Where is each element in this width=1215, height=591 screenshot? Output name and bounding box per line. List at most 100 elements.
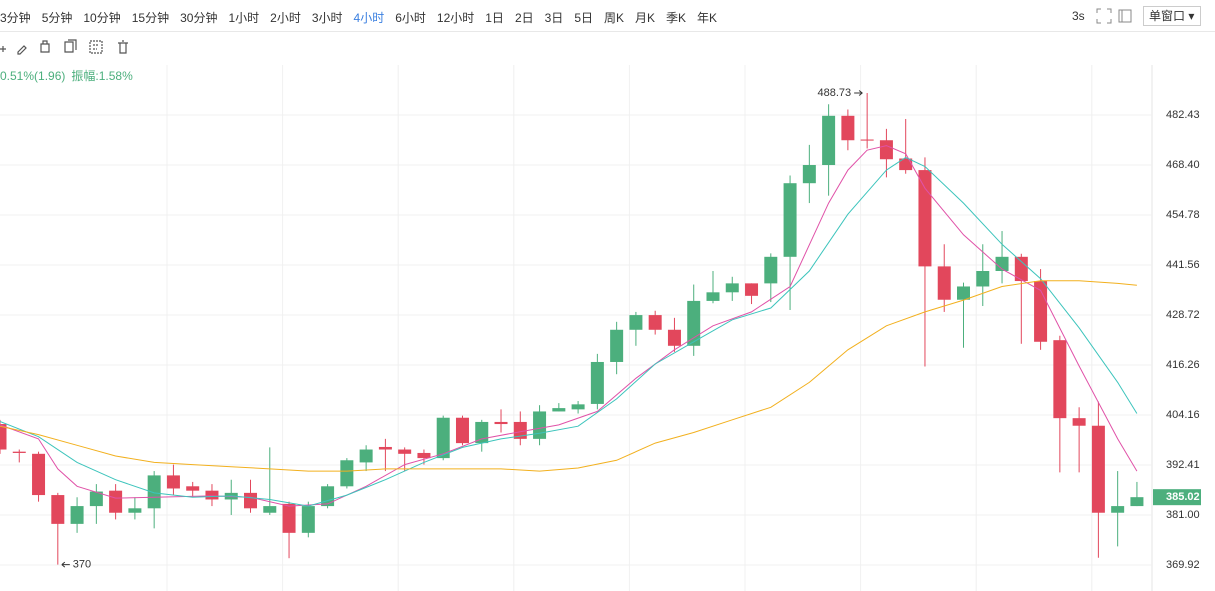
amplitude: 振幅:1.58% (71, 69, 133, 83)
candle-body (822, 115, 836, 166)
candle-body (706, 292, 720, 301)
candle-body (725, 283, 739, 293)
layout-icon[interactable] (1118, 9, 1132, 23)
candle-body (918, 170, 932, 267)
drawing-tools (0, 39, 128, 55)
period-tab[interactable]: 3小时 (311, 11, 343, 25)
y-tick-label: 404.16 (1166, 409, 1200, 421)
period-tab[interactable]: 5日 (574, 11, 593, 25)
toolbar: 3分钟 5分钟 10分钟 15分钟 30分钟 1小时 2小时 3小时 4小时 6小时 12小时 1日 2… (0, 0, 1215, 32)
y-tick-label: 392.41 (1166, 459, 1200, 471)
candle-body (667, 329, 681, 346)
candle-body (321, 486, 335, 507)
candle-body (1111, 506, 1125, 513)
candle-body (687, 300, 701, 346)
candle-body (340, 460, 354, 487)
candle-body (571, 404, 585, 410)
candle-body (378, 446, 392, 450)
period-tab[interactable]: 3分钟 (0, 11, 31, 25)
candle-body (860, 139, 874, 141)
candle-body (359, 449, 373, 463)
tool-cross[interactable] (0, 46, 6, 52)
candle-body (957, 286, 970, 300)
y-tick-label: 381.00 (1166, 509, 1200, 521)
toolbar-icons (1096, 8, 1132, 24)
candle-body (166, 475, 180, 489)
candle-body (995, 256, 1009, 272)
y-tick-label: 369.92 (1166, 559, 1200, 571)
candle-body (533, 411, 547, 439)
moving-average-line (0, 145, 1138, 507)
candle-body (12, 451, 26, 453)
period-tab[interactable]: 6小时 (395, 11, 426, 25)
window-mode-label: 单窗口 (1149, 9, 1186, 23)
period-tab[interactable]: 1日 (485, 11, 504, 25)
moving-average-line (0, 280, 1137, 472)
period-tab[interactable]: 30分钟 (180, 11, 218, 25)
tool-pen[interactable] (17, 45, 27, 55)
period-tab[interactable]: 15分钟 (131, 11, 170, 25)
candle-body (263, 506, 277, 513)
period-tab[interactable]: 季K (666, 11, 687, 25)
last-price-label: 385.02 (1166, 491, 1200, 503)
refresh-interval[interactable]: 3s (1072, 9, 1085, 23)
last-price-tag (1153, 489, 1201, 506)
candle-body (610, 329, 624, 362)
candle-body (147, 475, 161, 509)
candle-body (764, 256, 778, 284)
candle-body (301, 506, 315, 533)
candle-body (1072, 418, 1086, 426)
candle-body (841, 115, 855, 141)
max-arrow (854, 90, 863, 96)
period-tab[interactable]: 12小时 (436, 11, 475, 25)
candle-body (976, 271, 990, 287)
y-tick-label: 468.40 (1166, 159, 1200, 171)
candle-body (745, 283, 759, 296)
min-label: 370 (73, 559, 91, 571)
tool-delete[interactable] (118, 40, 128, 54)
candle-body (0, 424, 7, 450)
candle-body (205, 490, 219, 500)
candle-body (879, 140, 893, 160)
tool-select[interactable] (89, 40, 103, 54)
candle-body (590, 361, 604, 404)
moving-average-line (0, 156, 1138, 507)
period-tab[interactable]: 2日 (514, 11, 534, 25)
tool-lock[interactable] (40, 40, 50, 53)
fullscreen-icon[interactable] (1096, 8, 1112, 24)
candle-body (513, 421, 527, 439)
window-mode-button[interactable]: 单窗口 ▾ (1143, 6, 1201, 26)
candle-body (1091, 425, 1105, 513)
min-arrow (61, 561, 70, 568)
price-change: 0.51%(1.96) (0, 69, 66, 83)
period-tab[interactable]: 1小时 (228, 11, 260, 25)
period-tab[interactable]: 年K (697, 11, 718, 25)
period-tab[interactable]: 4小时 (353, 11, 385, 25)
y-tick-label: 454.78 (1166, 209, 1200, 221)
candle-body (89, 491, 103, 507)
candle-body (436, 417, 450, 459)
candle-body (648, 315, 662, 330)
candle-body (802, 165, 816, 184)
y-tick-label: 441.56 (1166, 259, 1200, 271)
period-tab[interactable]: 月K (635, 11, 656, 25)
tool-copy[interactable] (64, 39, 77, 53)
candle-body (552, 408, 566, 412)
candle-body (1053, 340, 1067, 419)
period-tab[interactable]: 5分钟 (41, 11, 73, 25)
candle-body (937, 266, 951, 300)
y-tick-label: 416.26 (1166, 359, 1200, 371)
candle-body (629, 315, 643, 330)
y-tick-label: 482.43 (1166, 109, 1200, 121)
candle-body (475, 421, 489, 444)
candle-body (1014, 256, 1028, 282)
candle-body (51, 495, 65, 524)
period-tab[interactable]: 10分钟 (83, 11, 121, 25)
period-tab[interactable]: 周K (604, 11, 625, 25)
info-row: 0.51%(1.96) 振幅:1.58% (0, 67, 133, 84)
period-tab[interactable]: 2小时 (270, 11, 301, 25)
period-tab[interactable]: 3日 (544, 11, 564, 25)
candle-body (186, 486, 200, 491)
